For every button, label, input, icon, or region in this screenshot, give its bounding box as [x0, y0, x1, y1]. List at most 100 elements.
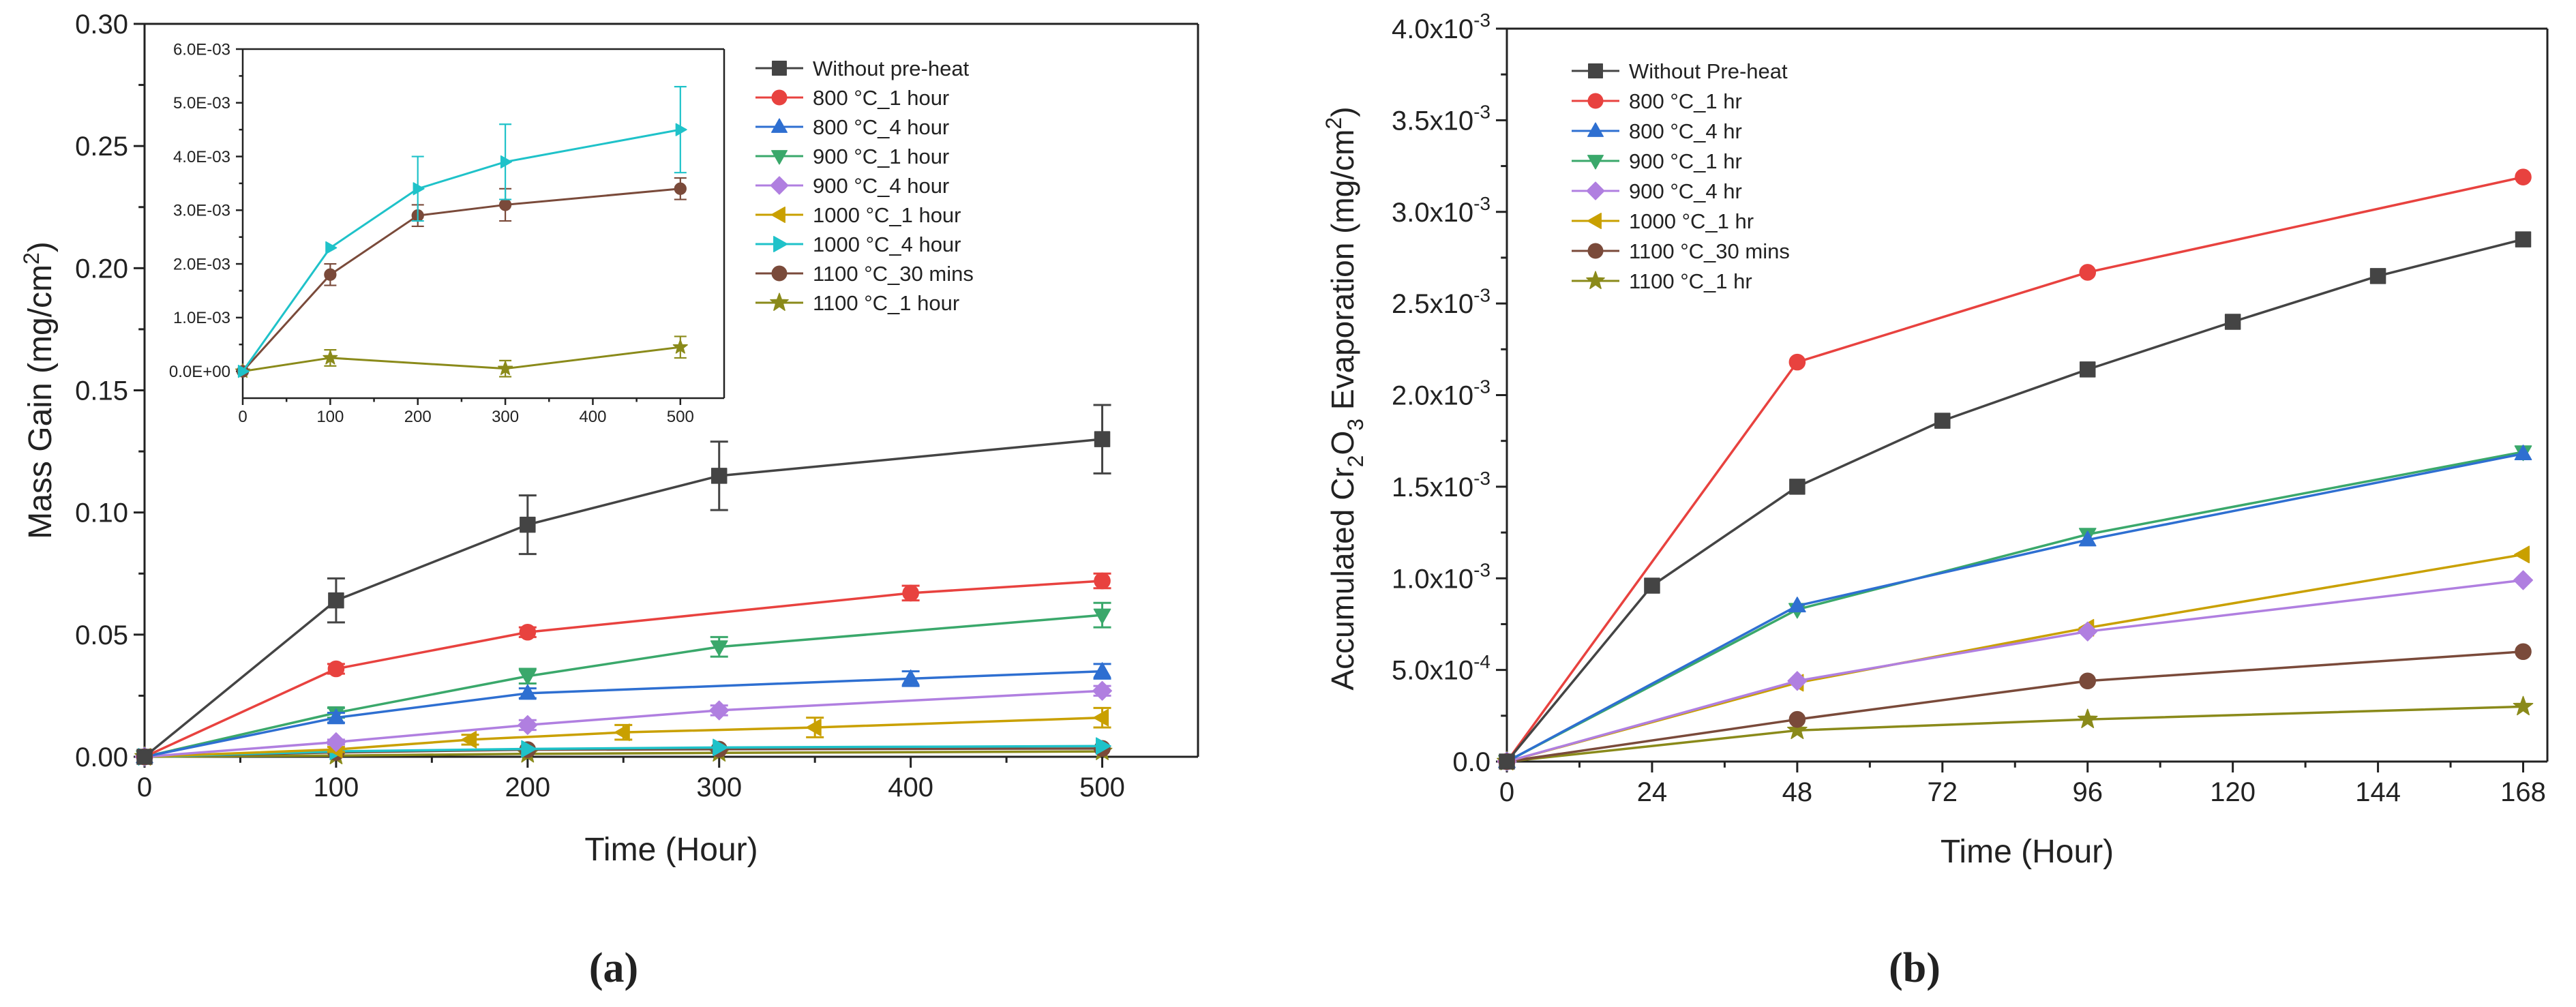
legend-item-1100-c-1-hour: 1100 °C_1 hour — [755, 291, 959, 315]
series-without-pre-heat — [1499, 231, 2532, 770]
data-point — [1093, 608, 1111, 625]
legend-label: 900 °C_1 hr — [1629, 149, 1742, 173]
data-point — [1934, 412, 1951, 429]
legend-marker — [1587, 122, 1604, 137]
series-1000-c-4-hour — [237, 86, 687, 378]
legend-item-1100-c-30-mins: 1100 °C_30 mins — [755, 262, 974, 286]
legend-item-1000-c-1-hr: 1000 °C_1 hr — [1572, 209, 1754, 233]
legend-marker — [770, 176, 789, 195]
y-tick-label-exponent: -3 — [1473, 376, 1491, 397]
data-point — [710, 640, 728, 657]
legend-marker — [772, 61, 787, 76]
x-tick-label: 300 — [696, 772, 742, 802]
y-tick-label-mantissa: 1.5x10 — [1392, 472, 1473, 502]
y-tick-label-mantissa: 5.0x10 — [1392, 656, 1473, 686]
series-without-pre-heat — [136, 404, 1111, 765]
data-point — [2224, 314, 2241, 330]
y-axis-title-part: Evaporation (mg/cm — [1325, 130, 1360, 419]
legend-marker — [1588, 63, 1603, 78]
data-point — [713, 738, 729, 757]
y-axis-title-part: 3 — [1343, 419, 1368, 431]
chart-a-mass-gain: 0 100 200 300 400 500 0.00 0.05 0.10 0.15 0.20 0.25… — [19, 10, 1199, 991]
data-point — [2079, 361, 2096, 378]
legend-marker — [1586, 271, 1605, 289]
legend-item-800-c-4-hour: 800 °C_4 hour — [755, 115, 949, 139]
data-point — [325, 241, 338, 254]
legend-marker — [771, 118, 788, 133]
data-point — [2514, 545, 2530, 564]
series-900-c-4-hour — [134, 680, 1113, 767]
x-axis-title: Time (Hour) — [1941, 834, 2114, 870]
legend-item-900-c-1-hr: 900 °C_1 hr — [1572, 149, 1742, 173]
legend-marker — [1587, 243, 1604, 259]
legend-item-without-pre-heat: Without Pre-heat — [1572, 59, 1788, 83]
x-tick-label: 200 — [505, 772, 550, 802]
y-tick-label-exponent: -3 — [1473, 193, 1491, 214]
y-axis-title-sup: 2 — [19, 252, 44, 265]
legend-label: 1100 °C_1 hour — [813, 291, 959, 315]
x-tick-label: 0 — [1499, 777, 1514, 807]
legend-marker — [771, 89, 788, 106]
data-point — [710, 468, 728, 484]
data-point — [2079, 672, 2097, 690]
y-axis-title-part: 2 — [1343, 455, 1368, 468]
data-point — [2513, 695, 2534, 716]
y-tick-label-exponent: -3 — [1473, 559, 1491, 580]
legend-item-900-c-4-hour: 900 °C_4 hour — [755, 174, 949, 198]
data-point — [324, 268, 337, 281]
y-tick-label-mantissa: 2.0x10 — [1392, 381, 1473, 411]
y-axis-title-part: 2 — [1321, 117, 1346, 130]
y-tick-label: 0.30 — [75, 10, 128, 40]
y-tick-label-mantissa: 0.0 — [1452, 747, 1491, 777]
data-point — [327, 660, 345, 678]
data-point — [709, 700, 730, 721]
x-tick-label: 500 — [1079, 772, 1125, 802]
data-point — [674, 182, 687, 195]
data-point — [1788, 597, 1806, 613]
legend-label: Without pre-heat — [813, 57, 970, 80]
data-point — [901, 669, 920, 685]
data-point — [518, 715, 538, 735]
legend-label: 1100 °C_1 hr — [1629, 269, 1752, 293]
legend-item-900-c-4-hr: 900 °C_4 hr — [1572, 179, 1742, 203]
y-tick-label-mantissa: 2.5x10 — [1392, 289, 1473, 319]
legend-item-1100-c-30-mins: 1100 °C_30 mins — [1572, 239, 1790, 263]
legend-marker — [1586, 181, 1605, 200]
data-point — [1789, 479, 1806, 495]
data-point — [1094, 431, 1111, 447]
y-tick-label: 1.0E-03 — [173, 309, 230, 327]
y-tick-label: 3.5x10-3 — [1392, 102, 1491, 136]
y-tick-label-exponent: -3 — [1473, 10, 1491, 31]
y-tick-label: 3.0x10-3 — [1392, 193, 1491, 228]
data-point — [498, 198, 512, 211]
data-point — [2515, 231, 2532, 247]
data-point — [461, 731, 477, 749]
legend-label: 900 °C_4 hr — [1629, 179, 1742, 203]
data-point — [1786, 719, 1808, 740]
y-tick-label: 0.05 — [75, 620, 128, 650]
data-point — [1788, 353, 1806, 371]
legend-marker — [770, 292, 789, 311]
legend-label: Without Pre-heat — [1629, 59, 1788, 83]
legend-label: 800 °C_1 hr — [1629, 89, 1742, 113]
legend-item-800-c-1-hour: 800 °C_1 hour — [755, 86, 949, 110]
series-line — [242, 346, 681, 373]
legend-item-800-c-1-hr: 800 °C_1 hr — [1572, 89, 1742, 113]
legend-item-900-c-1-hour: 900 °C_1 hour — [755, 145, 949, 168]
y-tick-label: 0.15 — [75, 376, 128, 406]
legend-label: 900 °C_1 hour — [813, 145, 949, 168]
x-tick-label: 120 — [2210, 777, 2256, 807]
panel-label-b: (b) — [1889, 945, 1941, 991]
legend-label: 1000 °C_1 hour — [813, 203, 961, 227]
data-point — [323, 350, 338, 365]
y-tick-label-mantissa: 1.0x10 — [1392, 564, 1473, 594]
legend-item-1000-c-4-hour: 1000 °C_4 hour — [755, 232, 961, 256]
data-point — [2515, 643, 2532, 661]
legend-item-1100-c-1-hr: 1100 °C_1 hr — [1572, 269, 1752, 293]
x-tick-label: 0 — [238, 408, 247, 426]
y-tick-label: 5.0E-03 — [173, 94, 230, 112]
y-axis-title-main: Mass Gain (mg/cm — [23, 265, 59, 539]
data-point — [518, 684, 537, 700]
x-tick-label: 24 — [1637, 777, 1668, 807]
x-tick-label: 400 — [888, 772, 933, 802]
